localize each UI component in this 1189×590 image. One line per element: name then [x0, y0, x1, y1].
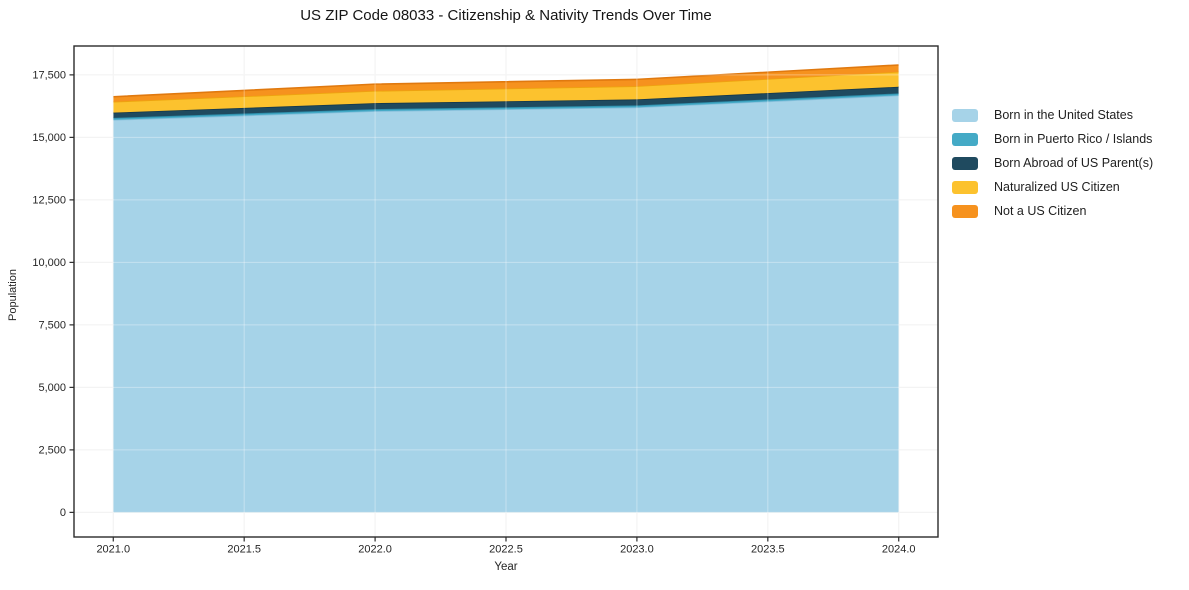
legend-swatch	[952, 180, 978, 194]
y-tick-label: 15,000	[32, 132, 66, 144]
legend-label: Born in Puerto Rico / Islands	[994, 132, 1153, 146]
x-tick-label: 2024.0	[882, 544, 916, 556]
y-tick-label: 0	[60, 507, 66, 519]
legend-swatch	[952, 204, 978, 218]
legend-swatch	[952, 132, 978, 146]
legend-item-not-a-us-citizen: Not a US Citizen	[952, 199, 1153, 223]
legend: Born in the United States Born in Puerto …	[952, 103, 1153, 223]
x-tick-label: 2023.0	[620, 544, 654, 556]
area-born-in-the-united-states	[113, 95, 899, 513]
x-tick-label: 2022.5	[489, 544, 523, 556]
y-tick-label: 2,500	[38, 445, 66, 457]
legend-item-born-abroad-of-us-parent-s: Born Abroad of US Parent(s)	[952, 151, 1153, 175]
legend-label: Born Abroad of US Parent(s)	[994, 156, 1154, 170]
area-naturalized-us-citizen	[113, 71, 899, 113]
area-born-abroad-of-us-parent-s	[113, 86, 899, 118]
x-tick-label: 2021.5	[227, 544, 261, 556]
x-tick-label: 2022.0	[358, 544, 392, 556]
legend-swatch	[952, 156, 978, 170]
legend-label: Not a US Citizen	[994, 204, 1087, 218]
legend-item-born-in-the-united-states: Born in the United States	[952, 103, 1153, 127]
legend-label: Born in the United States	[994, 108, 1133, 122]
area-edge-not-a-us-citizen	[113, 64, 899, 98]
y-axis-label: Population	[7, 269, 19, 321]
chart-title: US ZIP Code 08033 - Citizenship & Nativi…	[300, 7, 712, 24]
y-tick-label: 10,000	[32, 257, 66, 269]
legend-item-naturalized-us-citizen: Naturalized US Citizen	[952, 175, 1153, 199]
x-tick-label: 2023.5	[751, 544, 785, 556]
x-tick-label: 2021.0	[96, 544, 130, 556]
area-not-a-us-citizen	[113, 65, 899, 102]
y-tick-label: 17,500	[32, 70, 66, 82]
legend-item-born-in-puerto-rico-islands: Born in Puerto Rico / Islands	[952, 127, 1153, 151]
legend-swatch	[952, 108, 978, 122]
legend-label: Naturalized US Citizen	[994, 180, 1120, 194]
x-axis-label: Year	[494, 561, 518, 573]
y-tick-label: 12,500	[32, 195, 66, 207]
area-born-in-puerto-rico-islands	[113, 93, 899, 120]
y-tick-label: 7,500	[38, 320, 66, 332]
y-tick-label: 5,000	[38, 382, 66, 394]
